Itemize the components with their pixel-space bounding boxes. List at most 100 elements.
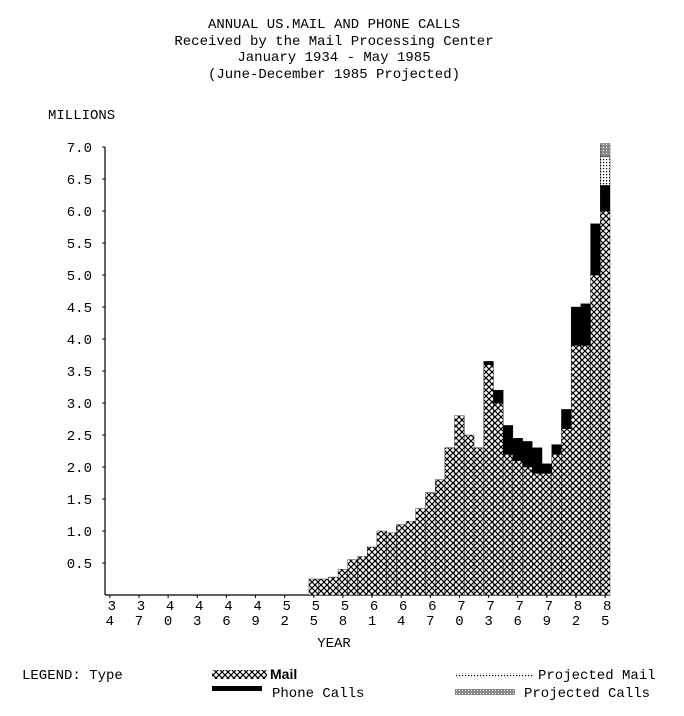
bar-segment — [493, 390, 504, 404]
x-tick-label: 7 — [426, 614, 434, 630]
bar-segment — [318, 578, 329, 596]
y-tick-label: 1.5 — [67, 493, 92, 509]
bar-segment — [425, 492, 436, 596]
chart-title: ANNUAL US.MAIL AND PHONE CALLS Received … — [174, 17, 493, 83]
bar-segment — [600, 156, 611, 186]
legend-label: Projected Calls — [524, 686, 650, 702]
x-tick-label: 7 — [457, 599, 465, 615]
bar-segment — [561, 428, 572, 596]
legend-label: Phone Calls — [272, 686, 364, 702]
legend-label: Mail — [270, 666, 297, 682]
bar-segment — [512, 438, 523, 461]
bar-segment — [590, 223, 601, 276]
title-line: Received by the Mail Processing Center — [174, 34, 493, 50]
bar-segment — [512, 460, 523, 596]
x-tick-label: 7 — [486, 599, 494, 615]
x-tick-label: 9 — [543, 614, 551, 630]
y-tick-label: 2.0 — [67, 461, 92, 477]
x-axis-label: YEAR — [317, 636, 351, 652]
x-tick-label: 4 — [106, 614, 114, 630]
bar-segment — [308, 578, 319, 596]
bar-segment — [570, 345, 582, 596]
x-tick-label: 4 — [224, 599, 232, 615]
bar-segment — [561, 409, 572, 429]
bar-segment — [532, 473, 543, 596]
y-tick-label: 0.5 — [67, 557, 92, 573]
y-tick-label: 4.5 — [67, 301, 92, 317]
bar-segment — [532, 447, 543, 474]
x-tick-label: 1 — [368, 614, 376, 630]
bar-segment — [454, 415, 465, 596]
bar-segment — [493, 402, 504, 596]
x-tick-label: 0 — [455, 614, 463, 630]
bar-segment — [367, 546, 378, 596]
bar-segment — [386, 532, 397, 596]
y-tick-label: 2.5 — [67, 429, 92, 445]
y-tick-label: 6.0 — [67, 205, 92, 221]
title-line: (June-December 1985 Projected) — [208, 67, 460, 83]
bar-segment — [600, 143, 611, 157]
x-tick-label: 2 — [280, 614, 288, 630]
legend-swatch — [455, 673, 533, 678]
x-tick-label: 8 — [339, 614, 347, 630]
bar-segment — [396, 524, 407, 596]
bar-segment — [337, 569, 348, 596]
x-tick-label: 5 — [310, 614, 318, 630]
bar-segment — [541, 463, 552, 474]
y-axis-label: MILLIONS — [48, 108, 115, 124]
bar-segment — [483, 364, 494, 596]
x-tick-label: 2 — [572, 614, 580, 630]
y-tick-label: 5.5 — [67, 237, 92, 253]
x-tick-label: 3 — [484, 614, 492, 630]
x-tick-label: 5 — [341, 599, 349, 615]
bar-segment — [444, 447, 455, 596]
x-tick-label: 3 — [137, 599, 145, 615]
bar-segment — [600, 185, 611, 212]
bar-segment — [473, 447, 484, 596]
bar-segment — [580, 303, 591, 346]
title-line: ANNUAL US.MAIL AND PHONE CALLS — [208, 17, 460, 33]
x-tick-label: 8 — [603, 599, 611, 615]
bar-segment — [551, 444, 562, 455]
bar-segment — [600, 210, 611, 596]
bar-segment — [522, 441, 533, 468]
legend-swatch — [455, 689, 515, 695]
x-tick-label: 6 — [399, 599, 407, 615]
bar-segment — [328, 576, 339, 596]
legend-label: Projected Mail — [538, 668, 656, 684]
legend-swatch — [212, 686, 262, 691]
x-tick-label: 4 — [166, 599, 174, 615]
bar-segment — [502, 454, 514, 596]
bar-segment — [551, 454, 562, 596]
bar-segment — [483, 361, 494, 365]
x-tick-label: 4 — [397, 614, 405, 630]
x-tick-label: 3 — [193, 614, 201, 630]
bar-segment — [434, 479, 446, 596]
y-tick-label: 3.5 — [67, 365, 92, 381]
title-line: January 1934 - May 1985 — [237, 50, 430, 66]
x-tick-label: 7 — [516, 599, 524, 615]
x-tick-label: 7 — [545, 599, 553, 615]
x-tick-label: 4 — [253, 599, 261, 615]
bar-segment — [570, 306, 582, 346]
x-tick-label: 6 — [428, 599, 436, 615]
legend-title: LEGEND: Type — [22, 668, 123, 684]
x-tick-label: 7 — [135, 614, 143, 630]
bar-segment — [357, 556, 368, 596]
x-tick-label: 5 — [312, 599, 320, 615]
bar-segment — [502, 425, 514, 455]
x-tick-label: 6 — [222, 614, 230, 630]
bar-segment — [580, 345, 591, 596]
x-tick-label: 6 — [514, 614, 522, 630]
y-tick-label: 6.5 — [67, 173, 92, 189]
x-tick-label: 5 — [601, 614, 609, 630]
y-tick-label: 3.0 — [67, 397, 92, 413]
bar-segment — [376, 530, 387, 596]
legend-swatch — [212, 670, 267, 679]
bar-segment — [415, 508, 426, 596]
x-tick-label: 3 — [108, 599, 116, 615]
bar-segment — [405, 521, 416, 596]
bar-segment — [590, 274, 601, 596]
y-tick-label: 1.0 — [67, 525, 92, 541]
